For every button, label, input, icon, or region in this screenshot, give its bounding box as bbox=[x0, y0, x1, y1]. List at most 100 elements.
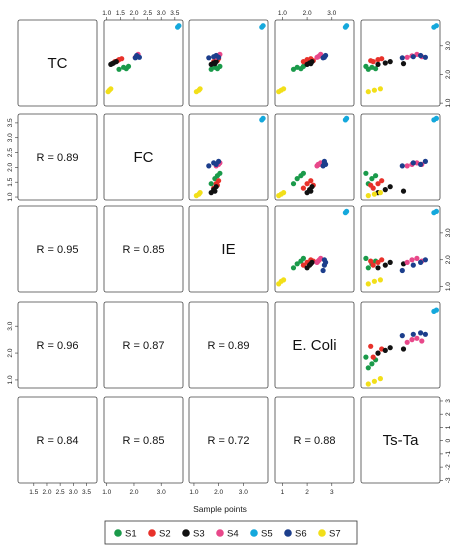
panel-frame bbox=[103, 396, 184, 484]
point-s1 bbox=[217, 170, 223, 176]
point-s5 bbox=[433, 115, 439, 121]
point-s3 bbox=[308, 61, 314, 67]
point-s2 bbox=[379, 178, 385, 184]
point-s4 bbox=[315, 54, 321, 60]
panel-frame bbox=[360, 19, 441, 107]
point-s2 bbox=[379, 257, 385, 263]
point-s4 bbox=[414, 255, 420, 261]
point-s3 bbox=[375, 61, 381, 67]
tick-label: 1.0 bbox=[445, 282, 452, 291]
point-s3 bbox=[400, 188, 407, 194]
point-s3 bbox=[382, 262, 388, 268]
x-axis-label: Sample points bbox=[193, 504, 247, 514]
point-s6 bbox=[206, 55, 212, 61]
point-s4 bbox=[419, 338, 425, 344]
tick-label: 1.0 bbox=[278, 10, 287, 17]
legend-item-s3: S3 bbox=[182, 529, 205, 540]
variable-name-e-coli: E. Coli bbox=[292, 337, 336, 354]
point-s3 bbox=[212, 188, 218, 194]
point-s5 bbox=[344, 208, 350, 214]
point-s1 bbox=[300, 170, 306, 176]
point-s7 bbox=[371, 87, 377, 93]
panel-ts-ta-vs-ts-ta: Ts-Ta bbox=[360, 396, 441, 484]
point-s7 bbox=[371, 378, 377, 384]
point-s3 bbox=[212, 61, 218, 67]
point-s6 bbox=[418, 161, 424, 167]
panels-layer: TC R = 0.89 FC R = 0.95 R = 0.85 IE R = 0.96 R … bbox=[17, 19, 441, 484]
correlation-label: R = 0.85 bbox=[123, 244, 165, 256]
tick-label: 1.0 bbox=[102, 10, 111, 17]
point-s3 bbox=[387, 259, 393, 265]
point-s5 bbox=[433, 23, 439, 29]
point-s6 bbox=[321, 158, 327, 164]
correlation-label: R = 0.72 bbox=[208, 435, 250, 447]
point-s6 bbox=[216, 158, 222, 164]
legend-marker bbox=[250, 529, 258, 537]
point-s3 bbox=[308, 261, 314, 267]
panel-ts-ta-vs-e-coli: R = 0.88 bbox=[274, 396, 355, 484]
tick-label: 3.5 bbox=[170, 10, 179, 17]
panel-frame bbox=[103, 205, 184, 293]
tick-label: 1.5 bbox=[29, 489, 38, 496]
point-s2 bbox=[368, 182, 374, 188]
point-s1 bbox=[294, 261, 300, 267]
point-s2 bbox=[368, 258, 374, 264]
tick-label: 3 bbox=[445, 399, 452, 403]
point-s1 bbox=[363, 170, 369, 176]
point-s6 bbox=[399, 333, 405, 339]
panel-ie-vs-tc: R = 0.95 bbox=[17, 205, 98, 293]
point-s6 bbox=[321, 54, 327, 60]
point-s2 bbox=[300, 262, 306, 268]
panel-ts-ta-vs-ie: R = 0.72 bbox=[188, 396, 269, 484]
legend-marker bbox=[148, 529, 156, 537]
legend-marker bbox=[114, 529, 122, 537]
variable-name-fc: FC bbox=[134, 149, 154, 166]
panel-frame bbox=[17, 301, 98, 389]
legend-marker bbox=[284, 529, 292, 537]
legend-box bbox=[104, 520, 358, 545]
point-s3 bbox=[309, 184, 315, 190]
panel-frame bbox=[188, 301, 269, 389]
point-s2 bbox=[375, 259, 381, 265]
tick-label: 3.0 bbox=[7, 133, 14, 142]
tick-label: 2 bbox=[445, 412, 452, 416]
legend-item-s2: S2 bbox=[148, 529, 171, 540]
point-s6 bbox=[399, 267, 405, 274]
panel-frame bbox=[103, 113, 184, 201]
legend-label: S6 bbox=[295, 529, 307, 540]
point-s1 bbox=[363, 63, 369, 69]
point-s7 bbox=[365, 193, 371, 199]
point-s4 bbox=[409, 257, 415, 263]
legend: S1 S2 S3 S4 S5 S6 S7 bbox=[104, 520, 358, 545]
tick-label: 3.0 bbox=[445, 41, 452, 50]
point-s1 bbox=[217, 63, 223, 69]
tick-label: 2 bbox=[305, 489, 309, 496]
point-s2 bbox=[375, 181, 381, 187]
tick-label: 3.0 bbox=[157, 489, 166, 496]
point-s4 bbox=[404, 163, 410, 169]
panel-e-coli-vs-ts-ta bbox=[360, 301, 441, 389]
point-s1 bbox=[116, 66, 122, 72]
panel-tc-vs-tc: TC bbox=[17, 19, 98, 107]
tick-label: 1.0 bbox=[102, 489, 111, 496]
point-s1 bbox=[290, 265, 297, 271]
point-s2 bbox=[308, 178, 314, 184]
point-s7 bbox=[197, 190, 203, 196]
point-s6 bbox=[206, 163, 212, 169]
panel-frame bbox=[103, 19, 184, 107]
correlation-label: R = 0.96 bbox=[37, 340, 79, 352]
point-s3 bbox=[387, 345, 393, 351]
tick-label: 1.0 bbox=[445, 98, 452, 107]
point-s1 bbox=[294, 176, 300, 182]
point-s6 bbox=[399, 55, 405, 61]
panel-e-coli-vs-fc: R = 0.87 bbox=[103, 301, 184, 389]
panel-tc-vs-fc bbox=[103, 19, 184, 107]
panel-frame bbox=[17, 19, 98, 107]
tick-label: 3.0 bbox=[157, 10, 166, 17]
panel-fc-vs-ie bbox=[188, 113, 269, 201]
point-s6 bbox=[216, 54, 222, 60]
point-s3 bbox=[382, 187, 388, 193]
point-s4 bbox=[414, 335, 420, 341]
point-s2 bbox=[304, 181, 310, 187]
